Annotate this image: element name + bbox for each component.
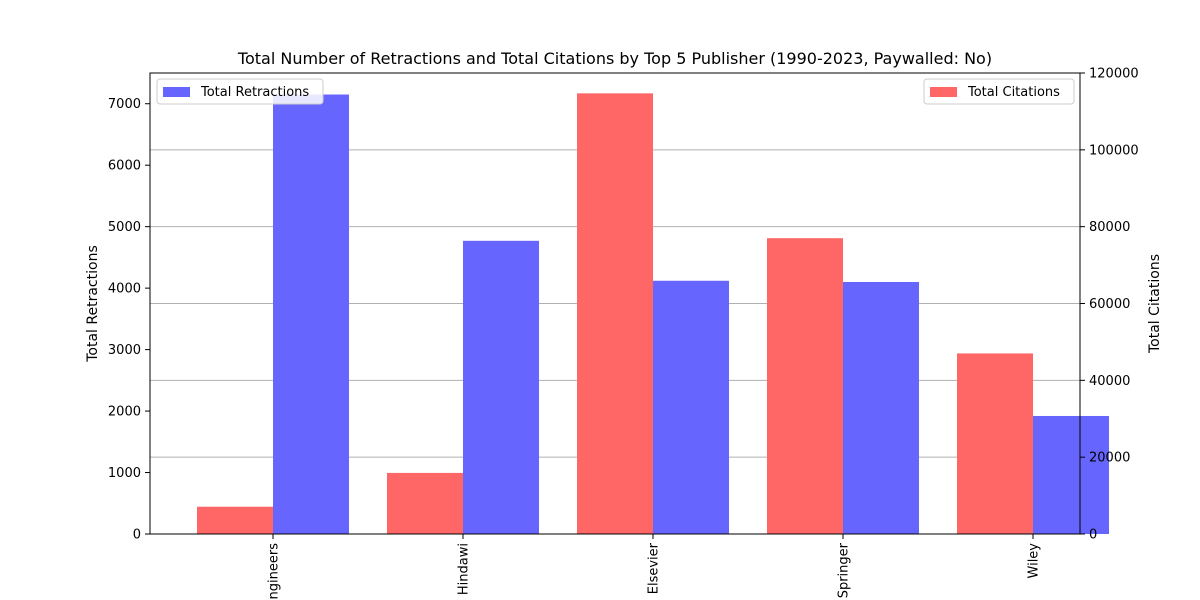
y-left-tick-label: 7000: [108, 97, 141, 112]
y-right-tick-label: 100000: [1089, 143, 1139, 158]
bar-retractions-elsevier: [653, 280, 729, 534]
bar-retractions-wiley: [1033, 415, 1109, 534]
legend-citations: Total Citations: [923, 78, 1075, 105]
bar-citations-elsevier: [577, 93, 653, 534]
chart-title: Total Number of Retractions and Total Ci…: [237, 49, 992, 68]
x-tick-label: Hindawi: [457, 543, 472, 595]
bars: [197, 93, 1109, 535]
bar-citations-hindawi: [387, 472, 463, 534]
y-axis-left-label: Total Retractions: [85, 245, 101, 363]
legend-swatch: [163, 87, 190, 97]
x-tick-label: Elsevier: [647, 542, 662, 594]
legend-label: Total Citations: [967, 85, 1060, 100]
y-left-tick-label: 4000: [108, 282, 141, 297]
legend-label: Total Retractions: [200, 85, 309, 100]
y-left-tick-label: 3000: [108, 343, 141, 358]
y-left-tick-label: 0: [133, 528, 141, 543]
bar-retractions-hindawi: [463, 240, 539, 534]
x-tick-label: ngineers: [267, 543, 282, 600]
y-left-tick-label: 2000: [108, 405, 141, 420]
y-right-tick-label: 60000: [1089, 297, 1130, 312]
legend-box: [156, 78, 324, 105]
y-right-tick-label: 40000: [1089, 374, 1130, 389]
bar-retractions-springer: [843, 281, 919, 534]
bar-citations-springer: [767, 238, 843, 535]
y-right-tick-label: 0: [1089, 528, 1097, 543]
y-left-tick-label: 1000: [108, 466, 141, 481]
bar-citations-wiley: [957, 353, 1033, 534]
legend-retractions: Total Retractions: [156, 78, 324, 105]
legend-box: [923, 78, 1075, 105]
y-left-tick-label: 6000: [108, 159, 141, 174]
y-right-tick-label: 20000: [1089, 451, 1130, 466]
legend-swatch: [930, 87, 957, 97]
bar-citations-engineers: [197, 506, 273, 534]
y-right-tick-label: 80000: [1089, 220, 1130, 235]
x-tick-label: Wiley: [1027, 543, 1042, 579]
x-tick-label: Springer: [837, 542, 852, 598]
bar-retractions-engineers: [273, 94, 349, 534]
y-right-tick-label: 120000: [1089, 67, 1139, 82]
y-left-tick-label: 5000: [108, 220, 141, 235]
axes: 0 1000 2000 3000 4000 5000 6000 7000 0 20000 40000…: [108, 67, 1139, 600]
y-axis-right-label: Total Citations: [1147, 254, 1163, 354]
